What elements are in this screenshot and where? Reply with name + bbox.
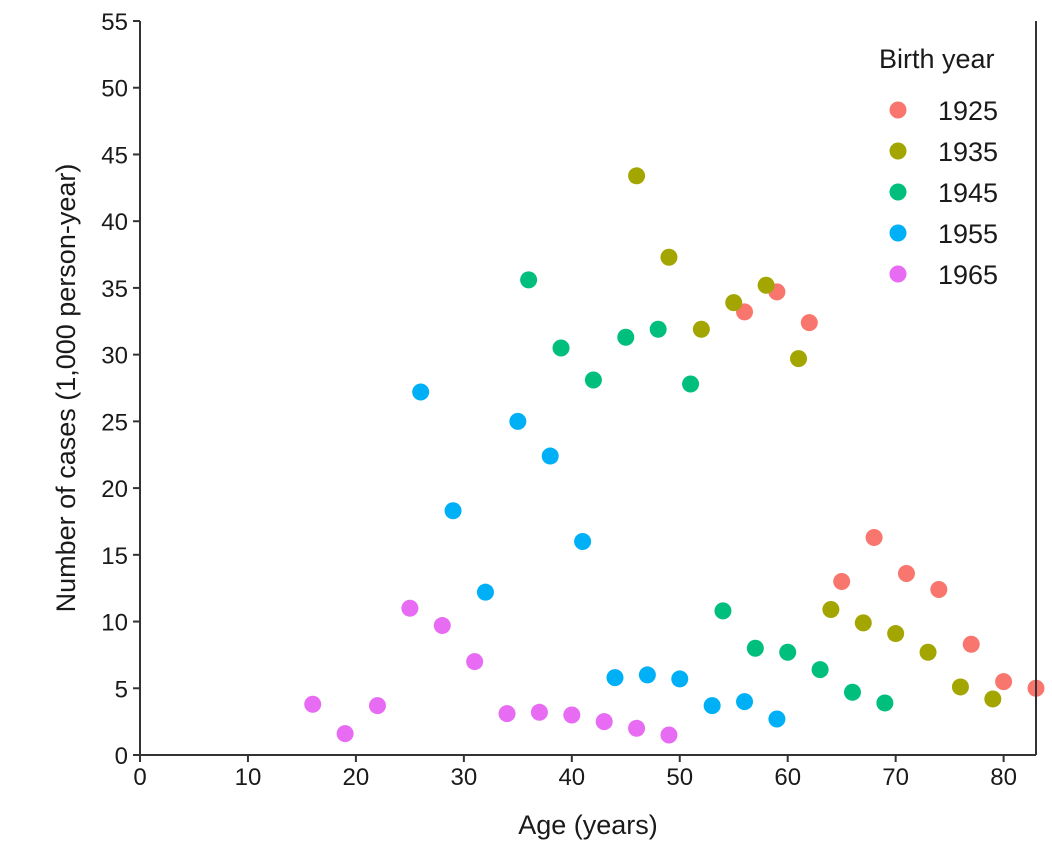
data-point-1955 [574,532,592,550]
data-point-1925 [800,314,818,332]
data-point-1925 [865,528,883,546]
x-tick-label: 50 [666,764,693,791]
data-point-1945 [584,371,602,389]
legend-label-1935: 1935 [938,137,998,167]
data-point-1955 [476,583,494,601]
y-tick-label: 5 [115,676,128,703]
data-point-1925 [962,635,980,653]
data-point-1965 [660,726,678,744]
data-point-1925 [897,565,915,583]
data-point-1965 [466,653,484,671]
data-point-1935 [822,601,840,619]
data-point-1955 [671,670,689,688]
data-point-1945 [520,271,538,289]
data-point-1955 [768,710,786,728]
data-point-1945 [552,339,570,357]
legend-label-1925: 1925 [938,96,998,126]
legend-key-1925 [889,101,907,119]
y-tick-label: 20 [101,476,128,503]
data-point-1945 [649,320,667,338]
data-point-1935 [919,643,937,661]
data-point-1955 [444,502,462,520]
data-point-1965 [304,695,322,713]
data-point-1945 [682,375,700,393]
data-point-1955 [736,693,754,711]
x-tick-label: 70 [882,764,909,791]
data-point-1945 [811,661,829,679]
data-point-1965 [336,725,354,743]
legend-key-1955 [889,224,907,242]
legend-key-1965 [889,265,907,283]
data-point-1935 [984,690,1002,708]
data-point-1925 [833,573,851,591]
legend-key-1935 [889,142,907,160]
data-point-1935 [790,350,808,368]
x-tick-label: 60 [774,764,801,791]
data-point-1935 [854,614,872,632]
data-point-1955 [509,412,527,430]
data-point-1935 [628,167,646,185]
data-point-1965 [368,697,386,715]
y-tick-label: 15 [101,543,128,570]
y-tick-label: 45 [101,142,128,169]
data-point-1955 [606,669,624,687]
data-point-1935 [692,320,710,338]
data-points [304,167,1045,744]
y-tick-label: 50 [101,76,128,103]
data-point-1965 [433,617,451,635]
y-tick-label: 25 [101,409,128,436]
legend-title: Birth year [879,44,995,74]
y-axis-ticks: 0 5 10 15 20 25 30 35 40 45 50 55 [101,9,140,770]
data-point-1965 [595,713,613,731]
data-point-1955 [412,383,430,401]
y-tick-label: 55 [101,9,128,36]
x-tick-label: 30 [451,764,478,791]
data-point-1945 [876,694,894,712]
data-point-1945 [843,683,861,701]
data-point-1935 [725,294,743,312]
data-point-1965 [530,703,548,721]
data-point-1965 [563,706,581,724]
x-tick-label: 80 [990,764,1017,791]
data-point-1935 [660,248,678,266]
legend-key-1945 [889,183,907,201]
data-point-1965 [498,705,516,723]
y-tick-label: 35 [101,276,128,303]
data-point-1945 [714,602,732,620]
x-axis-title: Age (years) [518,810,658,840]
data-point-1935 [757,276,775,294]
legend-label-1965: 1965 [938,260,998,290]
legend: Birth year 1925 1935 1945 1955 1965 [879,44,998,290]
y-tick-label: 40 [101,209,128,236]
data-point-1935 [951,678,969,696]
y-tick-label: 0 [115,743,128,770]
data-point-1965 [628,719,646,737]
y-tick-label: 10 [101,610,128,637]
legend-label-1945: 1945 [938,178,998,208]
x-tick-label: 20 [343,764,370,791]
x-tick-label: 10 [235,764,262,791]
data-point-1955 [703,697,721,715]
data-point-1955 [638,666,656,684]
x-tick-label: 40 [558,764,585,791]
data-point-1935 [887,625,905,643]
data-point-1925 [930,581,948,599]
legend-label-1955: 1955 [938,219,998,249]
data-point-1925 [995,673,1013,691]
data-point-1945 [617,328,635,346]
data-point-1945 [779,643,797,661]
data-point-1955 [541,447,559,465]
x-tick-label: 0 [133,764,146,791]
data-point-1945 [746,639,764,657]
x-axis-ticks: 0 10 20 30 40 50 60 70 80 [133,755,1017,791]
y-axis-title: Number of cases (1,000 person-year) [51,164,81,613]
data-point-1965 [401,599,419,617]
y-tick-label: 30 [101,343,128,370]
